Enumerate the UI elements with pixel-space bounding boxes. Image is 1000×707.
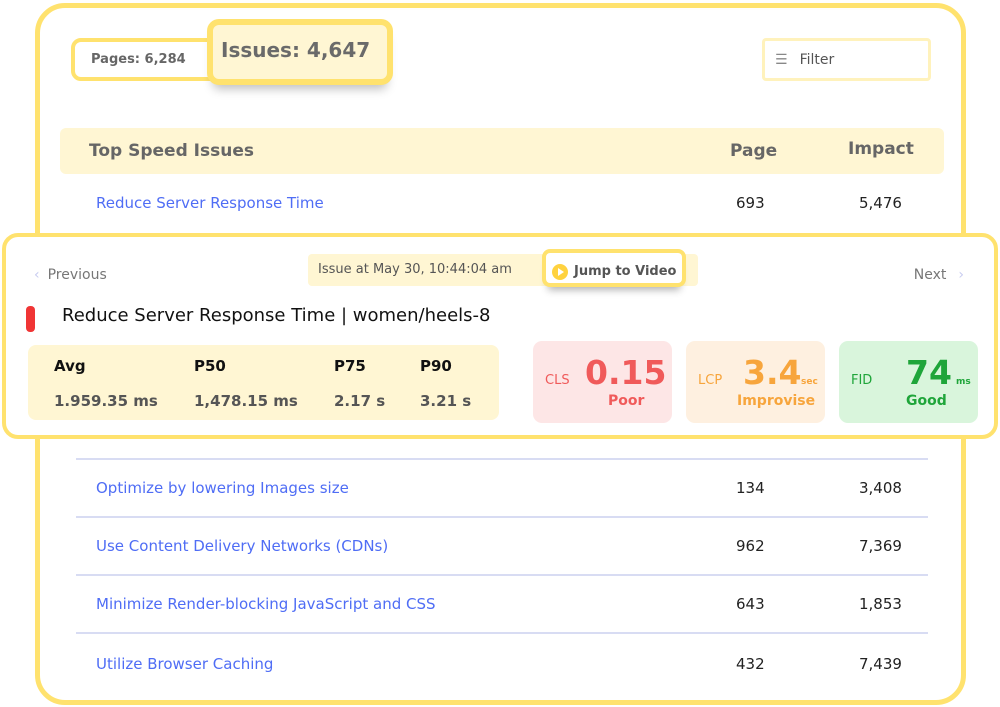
metric-label: LCP — [698, 373, 723, 388]
lcp-metric: LCP 3.4 sec Improvise — [686, 341, 825, 423]
stat-label: P90 — [420, 357, 452, 375]
page-count: 643 — [736, 595, 765, 613]
metric-status: Improvise — [737, 393, 816, 409]
page-count: 962 — [736, 537, 765, 555]
metric-status: Poor — [608, 393, 645, 409]
issue-link[interactable]: Minimize Render-blocking JavaScript and … — [96, 595, 436, 613]
timing-stats: Avg 1.959.35 ms P50 1,478.15 ms P75 2.17… — [28, 345, 499, 420]
pages-count: Pages: 6,284 — [71, 38, 221, 81]
table-header: Top Speed Issues Page Impact — [60, 128, 944, 174]
header-page: Page — [730, 141, 778, 161]
sliders-icon: ☰ — [775, 52, 788, 68]
stat-label: Avg — [54, 357, 86, 375]
impact-value: 3,408 — [859, 479, 902, 497]
impact-value: 7,439 — [859, 655, 902, 673]
play-icon — [552, 263, 568, 280]
chevron-left-icon: ‹ — [34, 267, 40, 283]
table-row: Minimize Render-blocking JavaScript and … — [76, 576, 928, 634]
jump-to-video-button[interactable]: Jump to Video — [542, 249, 686, 287]
previous-button[interactable]: ‹ Previous — [34, 267, 107, 283]
jump-label: Jump to Video — [574, 264, 677, 279]
header-issue: Top Speed Issues — [89, 141, 254, 161]
cls-metric: CLS 0.15 Poor — [533, 341, 672, 423]
metric-value: 0.15 — [585, 353, 667, 392]
page-count: 134 — [736, 479, 765, 497]
metric-value: 74 — [906, 353, 952, 392]
divider — [76, 458, 928, 460]
table-row: Optimize by lowering Images size 134 3,4… — [76, 460, 928, 518]
issue-link[interactable]: Use Content Delivery Networks (CDNs) — [96, 537, 389, 555]
stat-value: 3.21 s — [420, 392, 472, 410]
next-label: Next — [913, 267, 947, 283]
table-row: Utilize Browser Caching 432 7,439 — [76, 635, 928, 693]
stat-label: P50 — [194, 357, 226, 375]
chevron-right-icon: › — [958, 267, 964, 283]
page-count: 432 — [736, 655, 765, 673]
issue-link[interactable]: Reduce Server Response Time — [96, 194, 324, 212]
table-row: Use Content Delivery Networks (CDNs) 962… — [76, 518, 928, 576]
stat-value: 1.959.35 ms — [54, 392, 158, 410]
metric-unit: ms — [956, 377, 971, 387]
impact-value: 7,369 — [859, 537, 902, 555]
stat-value: 1,478.15 ms — [194, 392, 298, 410]
metric-label: CLS — [545, 373, 570, 388]
metric-value: 3.4 — [743, 353, 802, 392]
issue-link[interactable]: Utilize Browser Caching — [96, 655, 274, 673]
fid-metric: FID 74 ms Good — [839, 341, 978, 423]
impact-value: 5,476 — [859, 194, 902, 212]
page-count: 693 — [736, 194, 765, 212]
metric-label: FID — [851, 373, 873, 388]
stat-value: 2.17 s — [334, 392, 386, 410]
metric-unit: sec — [801, 377, 818, 387]
impact-value: 1,853 — [859, 595, 902, 613]
filter-button[interactable]: ☰ Filter — [762, 38, 931, 81]
table-row: Reduce Server Response Time 693 5,476 — [76, 174, 928, 232]
issue-title: Reduce Server Response Time | women/heel… — [62, 305, 491, 326]
metric-status: Good — [906, 393, 947, 409]
filter-label: Filter — [799, 52, 835, 68]
next-button[interactable]: Next › — [914, 267, 964, 283]
stat-label: P75 — [334, 357, 366, 375]
issue-detail-panel: ‹ Previous Issue at May 30, 10:44:04 am J… — [2, 233, 998, 439]
header-impact: Impact — [848, 139, 914, 159]
severity-indicator — [26, 306, 35, 332]
previous-label: Previous — [47, 267, 107, 283]
issues-count: Issues: 4,647 — [207, 19, 393, 85]
issue-link[interactable]: Optimize by lowering Images size — [96, 479, 349, 497]
